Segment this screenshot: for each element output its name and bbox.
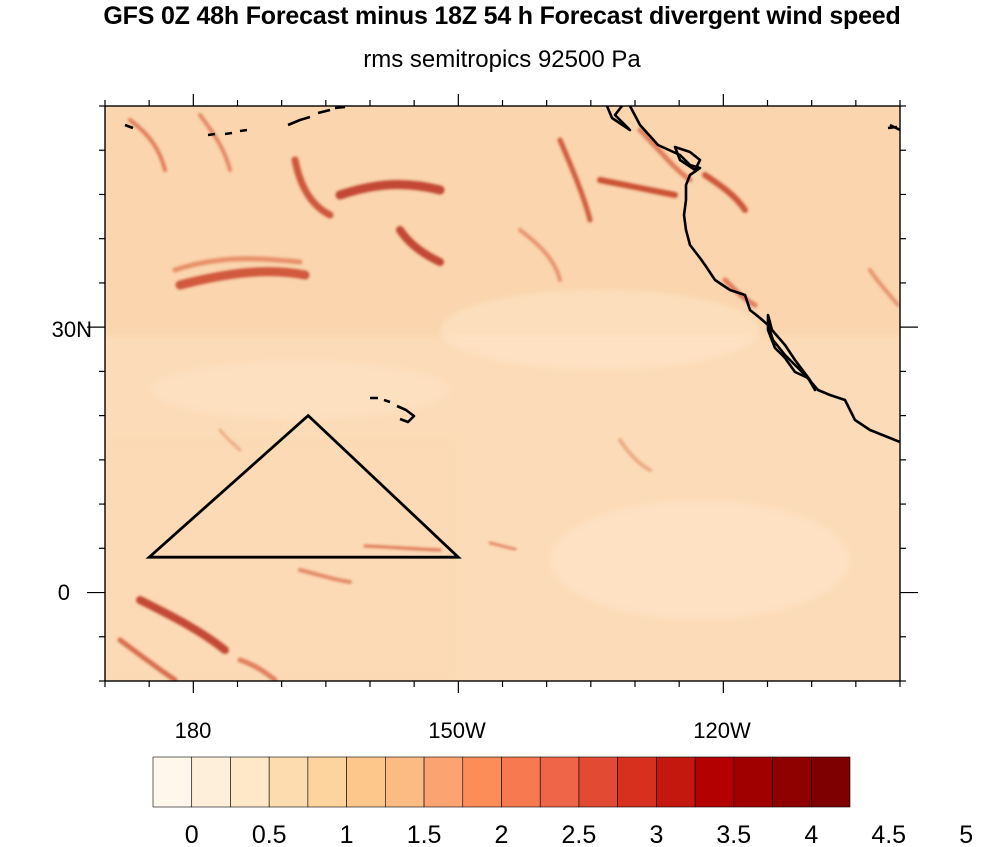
aleutian-2 — [207, 128, 248, 137]
colorbar-swatch — [385, 756, 425, 808]
colorbar-label: 2 — [495, 821, 509, 847]
colorbar-labels: 0 0.5 1 1.5 2 2.5 3 3.5 4 4.5 5 — [185, 821, 973, 847]
colorbar-swatch — [810, 756, 851, 808]
colorbar-swatch — [733, 756, 773, 808]
lon-label-150w: 150W — [428, 718, 486, 743]
aleutian-3 — [287, 106, 346, 127]
aleutian-1 — [124, 123, 134, 130]
colorbar-label: 4 — [804, 821, 818, 847]
field-broad-shading — [105, 106, 900, 680]
colorbar-swatch — [423, 756, 464, 808]
lon-label-120w: 120W — [693, 718, 751, 743]
colorbar-swatch — [191, 756, 231, 808]
lat-label-30n: 30N — [52, 317, 92, 342]
axis-tick-labels: 30N 0 180 150W 120W — [52, 317, 751, 743]
baja-california — [766, 313, 817, 392]
colorbar-swatch — [230, 756, 270, 808]
hudson-edge — [887, 123, 900, 132]
colorbar-label: 0.5 — [252, 821, 287, 847]
colorbar-swatch — [772, 756, 812, 808]
north-america-coastline — [605, 106, 900, 444]
colorbar-swatch — [346, 756, 386, 808]
data-field — [105, 106, 900, 681]
colorbar-label: 3 — [649, 821, 663, 847]
colorbar-swatch — [307, 756, 347, 808]
region-outline-triangle — [145, 413, 462, 559]
map-title: GFS 0Z 48h Forecast minus 18Z 54 h Forec… — [103, 2, 901, 30]
colorbar-swatch — [539, 756, 580, 808]
hawaii-islands — [370, 396, 416, 424]
colorbar-swatch — [268, 756, 309, 808]
axis-ticks — [87, 94, 918, 693]
colorbar-swatch — [694, 756, 735, 808]
colorbar-label: 1.5 — [407, 821, 442, 847]
colorbar — [152, 756, 851, 808]
colorbar-label: 2.5 — [562, 821, 597, 847]
colorbar-swatch — [578, 756, 618, 808]
colorbar-swatch — [656, 756, 696, 808]
colorbar-swatch — [617, 756, 657, 808]
colorbar-swatch — [501, 756, 541, 808]
lon-label-180: 180 — [175, 718, 212, 743]
colorbar-swatch — [462, 756, 502, 808]
colorbar-label: 0 — [185, 821, 199, 847]
field-streaks — [117, 113, 900, 681]
colorbar-label: 3.5 — [716, 821, 751, 847]
vancouver-island — [673, 145, 702, 172]
colorbar-swatch — [152, 756, 193, 808]
lat-label-0: 0 — [58, 580, 70, 605]
map-subtitle: rms semitropics 92500 Pa — [363, 46, 641, 73]
coastline — [124, 106, 900, 444]
colorbar-label: 4.5 — [871, 821, 906, 847]
colorbar-label: 1 — [340, 821, 354, 847]
colorbar-label: 5 — [959, 821, 973, 847]
